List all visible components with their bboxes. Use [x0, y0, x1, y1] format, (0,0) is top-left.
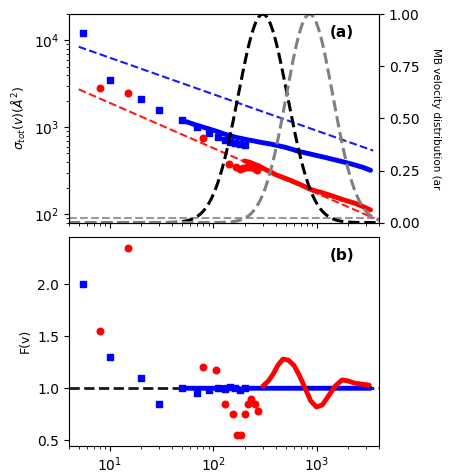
Y-axis label: MB velocity distribution (ar: MB velocity distribution (ar: [431, 48, 441, 189]
Point: [236, 387, 244, 394]
Point: [96, 327, 104, 335]
Point: [247, 395, 255, 402]
Point: [254, 166, 261, 174]
Point: [124, 89, 132, 97]
Point: [241, 384, 248, 392]
Point: [178, 117, 186, 124]
Point: [124, 244, 132, 251]
Point: [232, 163, 240, 171]
Point: [137, 95, 145, 103]
Point: [205, 129, 212, 137]
Point: [254, 407, 262, 415]
Point: [237, 431, 245, 439]
Point: [226, 138, 234, 146]
Point: [212, 366, 219, 374]
Point: [244, 400, 252, 408]
Point: [225, 160, 232, 168]
Point: [234, 431, 241, 439]
Point: [79, 280, 87, 288]
Point: [240, 164, 247, 172]
Point: [221, 385, 229, 393]
Point: [155, 106, 163, 113]
Point: [214, 133, 221, 140]
Point: [221, 136, 229, 144]
Point: [231, 139, 238, 147]
Point: [79, 30, 87, 37]
Point: [246, 163, 254, 171]
Text: (a): (a): [330, 25, 355, 40]
Point: [137, 374, 145, 382]
Point: [236, 140, 244, 148]
Point: [155, 400, 163, 408]
Point: [193, 124, 201, 131]
Point: [241, 410, 248, 418]
Point: [241, 142, 248, 149]
Y-axis label: $\sigma_{tot}(v)(\AA^2)$: $\sigma_{tot}(v)(\AA^2)$: [10, 86, 28, 150]
Point: [251, 400, 258, 408]
Point: [178, 384, 186, 392]
Point: [193, 390, 201, 397]
Point: [200, 134, 207, 142]
Point: [200, 364, 207, 371]
Point: [96, 85, 104, 92]
Point: [106, 76, 114, 84]
Y-axis label: F(v): F(v): [18, 329, 31, 354]
Point: [236, 165, 244, 173]
Point: [214, 384, 221, 392]
Point: [221, 400, 229, 408]
Point: [106, 353, 114, 361]
Point: [231, 384, 238, 392]
Point: [229, 410, 237, 418]
Text: (b): (b): [330, 247, 355, 263]
Point: [226, 383, 234, 391]
Point: [250, 164, 257, 172]
Point: [205, 387, 212, 394]
Point: [243, 163, 251, 171]
